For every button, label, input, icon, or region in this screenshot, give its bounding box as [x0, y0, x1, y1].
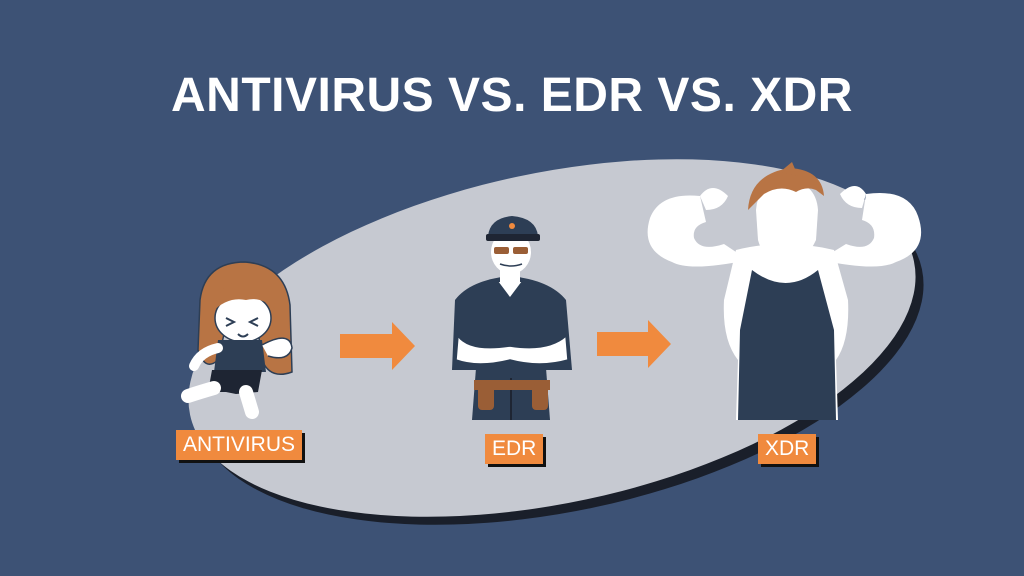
page-title: ANTIVIRUS VS. EDR VS. XDR: [171, 69, 853, 122]
arrow-right-icon: [340, 322, 415, 370]
edr-label: EDR: [485, 434, 544, 464]
antivirus-label: ANTIVIRUS: [176, 430, 303, 460]
security-guard-figure: [452, 216, 572, 420]
muscular-man-figure: [647, 162, 922, 420]
xdr-label: XDR: [758, 434, 817, 464]
child-figure-running: [181, 261, 293, 419]
arrow-right-icon: [597, 320, 671, 368]
